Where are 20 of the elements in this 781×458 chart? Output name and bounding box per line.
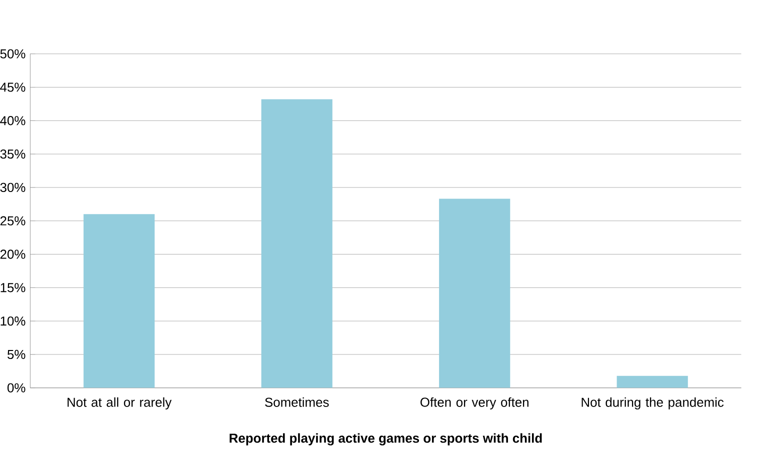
bar	[439, 198, 510, 388]
y-tick-label: 0%	[7, 383, 26, 392]
x-tick-label: Not at all or rarely	[68, 397, 172, 410]
y-tick-label: 5%	[8, 350, 26, 359]
y-tick-label: 50%	[0, 49, 26, 58]
y-tick-label: 25%	[0, 216, 26, 226]
bar	[84, 214, 155, 388]
y-tick-label: 40%	[0, 116, 26, 126]
y-tick-label: 30%	[0, 182, 26, 192]
x-tick-label: Sometimes	[265, 397, 329, 407]
y-tick-label: 15%	[0, 283, 26, 292]
y-tick-label: 45%	[0, 82, 26, 92]
bar	[616, 376, 688, 388]
y-tick-label: 20%	[0, 250, 26, 259]
bar	[261, 99, 332, 388]
x-axis-title: Reported playing active games or sports with child	[230, 433, 542, 446]
y-tick-label: 35%	[0, 149, 26, 159]
x-tick-label: Often or very often	[420, 397, 528, 410]
x-tick-label: Not during the pandemic	[582, 397, 724, 410]
y-tick-label: 10%	[0, 316, 26, 326]
